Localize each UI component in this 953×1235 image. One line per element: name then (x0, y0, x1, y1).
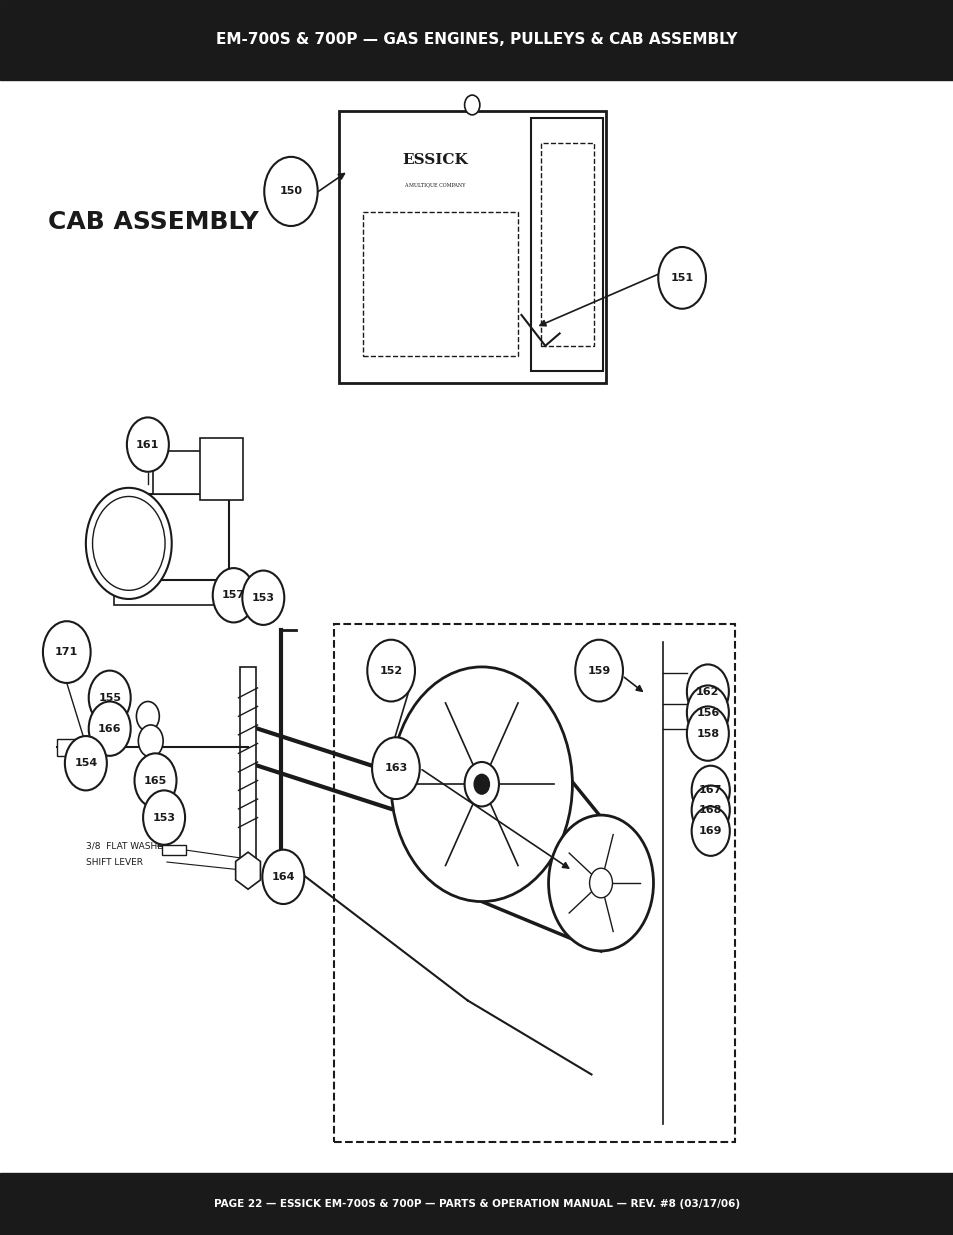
Bar (334, 624, 734, 1142)
Circle shape (89, 701, 131, 756)
Text: 159: 159 (587, 666, 610, 676)
Text: 162: 162 (696, 687, 719, 697)
Circle shape (391, 667, 572, 902)
Bar (531, 117, 602, 370)
Circle shape (691, 806, 729, 856)
Bar (200, 438, 243, 500)
Circle shape (127, 417, 169, 472)
Text: 150: 150 (279, 186, 302, 196)
Text: 163: 163 (384, 763, 407, 773)
Circle shape (575, 640, 622, 701)
Bar (362, 211, 517, 356)
Bar (133, 494, 229, 580)
Circle shape (136, 701, 159, 731)
Bar (162, 845, 186, 855)
Circle shape (43, 621, 91, 683)
Text: 166: 166 (98, 724, 121, 734)
Circle shape (264, 157, 317, 226)
Circle shape (139, 755, 166, 789)
Circle shape (65, 736, 107, 790)
Text: 168: 168 (699, 805, 721, 815)
Circle shape (658, 247, 705, 309)
Circle shape (138, 725, 163, 757)
Text: 167: 167 (699, 785, 721, 795)
Text: 157: 157 (222, 590, 245, 600)
Circle shape (589, 868, 612, 898)
Text: 169: 169 (699, 826, 721, 836)
Bar (540, 142, 593, 346)
Text: EM-700S & 700P — GAS ENGINES, PULLEYS & CAB ASSEMBLY: EM-700S & 700P — GAS ENGINES, PULLEYS & … (216, 32, 737, 47)
Text: 153: 153 (152, 813, 175, 823)
Circle shape (86, 488, 172, 599)
Text: ESSICK: ESSICK (401, 153, 467, 167)
Circle shape (89, 671, 131, 725)
Circle shape (242, 571, 284, 625)
Circle shape (367, 640, 415, 701)
Text: SHIFT LEVER: SHIFT LEVER (86, 857, 143, 867)
Text: CAB ASSEMBLY: CAB ASSEMBLY (48, 210, 258, 235)
Bar (0, 0, 953, 80)
Circle shape (474, 774, 489, 794)
Bar (0, 1173, 953, 1235)
Text: A MULTIQUE COMPANY: A MULTIQUE COMPANY (404, 182, 465, 186)
Circle shape (686, 685, 728, 740)
Circle shape (213, 568, 254, 622)
Bar (57, 739, 76, 756)
Text: 155: 155 (98, 693, 121, 703)
Circle shape (691, 785, 729, 835)
Text: 3/8  FLAT WASHER: 3/8 FLAT WASHER (86, 841, 169, 851)
Circle shape (372, 737, 419, 799)
Circle shape (134, 753, 176, 808)
Text: 171: 171 (55, 647, 78, 657)
Circle shape (686, 706, 728, 761)
Text: 152: 152 (379, 666, 402, 676)
Bar (114, 580, 267, 605)
Text: 161: 161 (136, 440, 159, 450)
Text: 165: 165 (144, 776, 167, 785)
Circle shape (548, 815, 653, 951)
Text: 154: 154 (74, 758, 97, 768)
Circle shape (262, 850, 304, 904)
Bar (240, 667, 255, 877)
Circle shape (691, 766, 729, 815)
Text: 153: 153 (252, 593, 274, 603)
Text: PAGE 22 — ESSICK EM-700S & 700P — PARTS & OPERATION MANUAL — REV. #8 (03/17/06): PAGE 22 — ESSICK EM-700S & 700P — PARTS … (213, 1199, 740, 1209)
Bar (152, 451, 210, 494)
Circle shape (143, 790, 185, 845)
Circle shape (464, 762, 498, 806)
Circle shape (686, 664, 728, 719)
Text: 164: 164 (272, 872, 294, 882)
Text: 158: 158 (696, 729, 719, 739)
Text: 156: 156 (696, 708, 719, 718)
Bar (338, 111, 605, 383)
Circle shape (464, 95, 479, 115)
Text: 151: 151 (670, 273, 693, 283)
